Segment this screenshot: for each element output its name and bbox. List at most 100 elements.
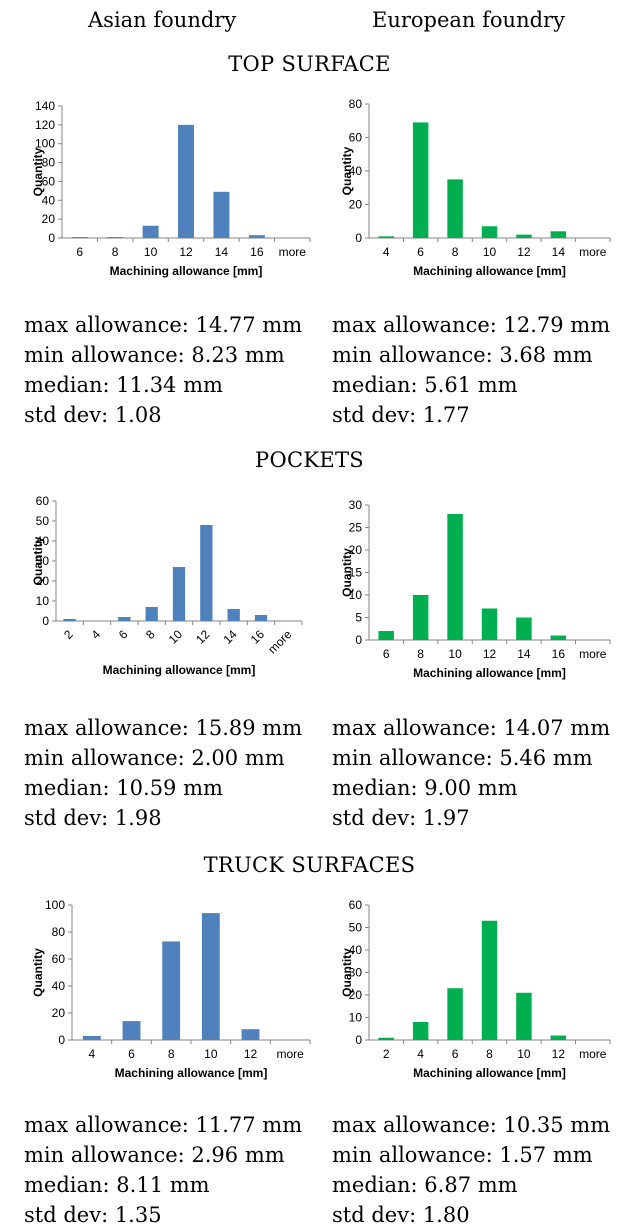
histogram-top-surface-asian: 0 20 40 60 80 100 120 140 6 8 10 12 14 16 more Machinin… — [0, 90, 311, 290]
min-allowance: min allowance: 3.68 mm — [332, 343, 593, 367]
y-tick-label: 20 — [42, 212, 56, 226]
bar — [412, 1022, 429, 1040]
x-tick-label: 6 — [452, 1047, 459, 1061]
y-tick-label: 25 — [349, 521, 363, 535]
chart-svg: 0 20 40 60 80 100 120 140 6 8 10 12 14 16 more Machinin… — [31, 99, 311, 278]
min-allowance: min allowance: 2.00 mm — [24, 746, 285, 770]
bar — [447, 179, 463, 238]
y-tick-label: 0 — [355, 1033, 362, 1047]
stats-top-surface-european: max allowance: 12.79 mm min allowance: 3… — [332, 310, 610, 430]
section-title-truck-surfaces: TRUCK SURFACES — [203, 853, 416, 877]
histogram-top-surface-european: 0 20 40 60 80 4 6 8 10 12 14 more Machining allowanc… — [309, 90, 619, 290]
x-tick-label: 14 — [220, 627, 240, 647]
bar — [178, 124, 194, 238]
y-tick-label: 40 — [349, 164, 363, 178]
x-tick-label: 2 — [61, 627, 76, 642]
max-allowance: max allowance: 14.07 mm — [332, 716, 611, 740]
y-axis-title: Quantity — [31, 536, 45, 585]
min-allowance: min allowance: 8.23 mm — [24, 343, 285, 367]
x-tick-label: 10 — [483, 245, 497, 259]
stats-pockets-european: max allowance: 14.07 mm min allowance: 5… — [332, 713, 610, 833]
y-tick-label: 80 — [52, 925, 66, 939]
y-tick-label: 5 — [355, 611, 362, 625]
x-tick-label: 8 — [486, 1047, 493, 1061]
x-tick-label: 6 — [116, 627, 131, 642]
x-tick-label: 10 — [166, 627, 186, 647]
bar — [481, 920, 498, 1040]
x-tick-label: 8 — [112, 245, 119, 259]
min-allowance: min allowance: 5.46 mm — [332, 746, 593, 770]
x-tick-label: 10 — [204, 1047, 218, 1061]
bar — [516, 234, 532, 238]
bar — [412, 595, 429, 640]
x-tick-label: 4 — [383, 245, 390, 259]
x-tick-label: 16 — [248, 627, 268, 647]
min-allowance: min allowance: 2.96 mm — [24, 1143, 285, 1167]
std-dev: std dev: 1.77 — [332, 403, 470, 427]
bar — [227, 609, 240, 621]
y-tick-label: 30 — [36, 554, 50, 568]
x-tick-label: more — [579, 647, 607, 661]
chart-svg: 0 20 40 60 80 4 6 8 10 12 14 more Machining allowanc… — [340, 97, 611, 278]
bar — [200, 525, 213, 621]
bar — [71, 237, 88, 238]
median: median: 10.59 mm — [24, 776, 223, 800]
y-tick-label: 0 — [48, 231, 55, 245]
x-tick-label: 12 — [483, 647, 497, 661]
bar — [378, 1037, 394, 1040]
y-tick-label: 0 — [58, 1033, 65, 1047]
x-tick-label: 4 — [88, 1047, 95, 1061]
std-dev: std dev: 1.98 — [24, 806, 162, 830]
bar — [201, 913, 220, 1040]
y-tick-label: 40 — [52, 979, 66, 993]
bar — [145, 607, 158, 621]
x-tick-label: 12 — [552, 1047, 566, 1061]
histogram-pockets-european: 0 5 10 15 20 25 30 6 8 10 12 14 16 more Machining allo… — [309, 485, 619, 700]
x-tick-label: more — [579, 245, 607, 259]
max-allowance: max allowance: 12.79 mm — [332, 313, 611, 337]
median: median: 9.00 mm — [332, 776, 518, 800]
y-tick-label: 60 — [349, 898, 363, 912]
y-tick-label: 40 — [42, 193, 56, 207]
x-axis-title: Machining allowance [mm] — [103, 663, 256, 677]
x-axis-title: Machining allowance [mm] — [413, 1066, 566, 1080]
y-tick-label: 50 — [36, 514, 50, 528]
y-tick-label: 100 — [35, 137, 55, 151]
y-tick-label: 30 — [349, 498, 363, 512]
y-tick-label: 20 — [349, 543, 363, 557]
max-allowance: max allowance: 10.35 mm — [332, 1113, 611, 1137]
x-tick-label: 10 — [144, 245, 158, 259]
bar — [118, 617, 131, 621]
y-tick-label: 10 — [349, 588, 363, 602]
y-axis-title: Quantity — [31, 147, 45, 196]
bar — [378, 631, 394, 640]
x-tick-label: 8 — [452, 245, 459, 259]
y-tick-label: 100 — [45, 898, 65, 912]
x-tick-label: more — [579, 1047, 607, 1061]
y-tick-label: 0 — [42, 614, 49, 628]
y-axis-title: Quantity — [31, 948, 45, 997]
bar — [516, 617, 532, 640]
bar — [248, 235, 265, 238]
x-tick-label: 10 — [517, 1047, 531, 1061]
x-tick-label: 2 — [383, 1047, 390, 1061]
y-tick-label: 10 — [349, 1011, 363, 1025]
x-axis-title: Machining allowance [mm] — [413, 666, 566, 680]
median: median: 5.61 mm — [332, 373, 518, 397]
y-axis-title: Quantity — [340, 146, 354, 195]
chart-svg: 0 5 10 15 20 25 30 6 8 10 12 14 16 more Machining allo… — [340, 498, 611, 680]
x-tick-label: 8 — [143, 627, 158, 642]
x-tick-label: 8 — [168, 1047, 175, 1061]
x-tick-label: 8 — [417, 647, 424, 661]
y-axis-title: Quantity — [340, 948, 354, 997]
x-tick-label: 12 — [179, 245, 193, 259]
chart-svg: 0 10 20 30 40 50 60 2 4 6 8 10 12 more Machining allow… — [340, 898, 611, 1080]
bar — [172, 567, 186, 621]
bar — [82, 1035, 101, 1040]
x-tick-label: 4 — [417, 1047, 424, 1061]
x-axis-title: Machining allowance [mm] — [110, 264, 263, 278]
max-allowance: max allowance: 11.77 mm — [24, 1113, 303, 1137]
bar — [378, 236, 394, 238]
section-title-top-surface: TOP SURFACE — [228, 52, 391, 76]
x-tick-label: more — [279, 245, 307, 259]
